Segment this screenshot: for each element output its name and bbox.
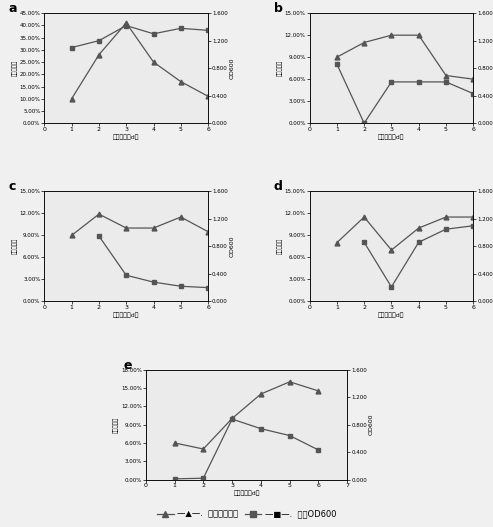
Y-axis label: 金属去除率: 金属去除率 [277, 238, 282, 255]
Y-axis label: 金属去除率: 金属去除率 [277, 60, 282, 76]
X-axis label: 生长时间（d）: 生长时间（d） [113, 134, 140, 140]
Text: e: e [124, 358, 132, 372]
Y-axis label: OD600: OD600 [369, 414, 374, 435]
X-axis label: 生长时间（d）: 生长时间（d） [233, 491, 260, 496]
Text: b: b [274, 2, 282, 15]
Text: c: c [8, 180, 16, 193]
Y-axis label: OD600: OD600 [230, 236, 235, 257]
X-axis label: 生长时间（d）: 生长时间（d） [378, 134, 405, 140]
Y-axis label: OD600: OD600 [230, 57, 235, 79]
X-axis label: 生长时间（d）: 生长时间（d） [113, 313, 140, 318]
Text: a: a [8, 2, 17, 15]
Legend: —▲—.  金属去除率；, —■—.  菌液OD600: —▲—. 金属去除率；, —■—. 菌液OD600 [153, 506, 340, 522]
Y-axis label: 金属去除率: 金属去除率 [12, 238, 18, 255]
Y-axis label: 金属去除率: 金属去除率 [113, 416, 119, 433]
Text: d: d [274, 180, 282, 193]
Y-axis label: 金属去除率: 金属去除率 [12, 60, 18, 76]
X-axis label: 生长时间（d）: 生长时间（d） [378, 313, 405, 318]
